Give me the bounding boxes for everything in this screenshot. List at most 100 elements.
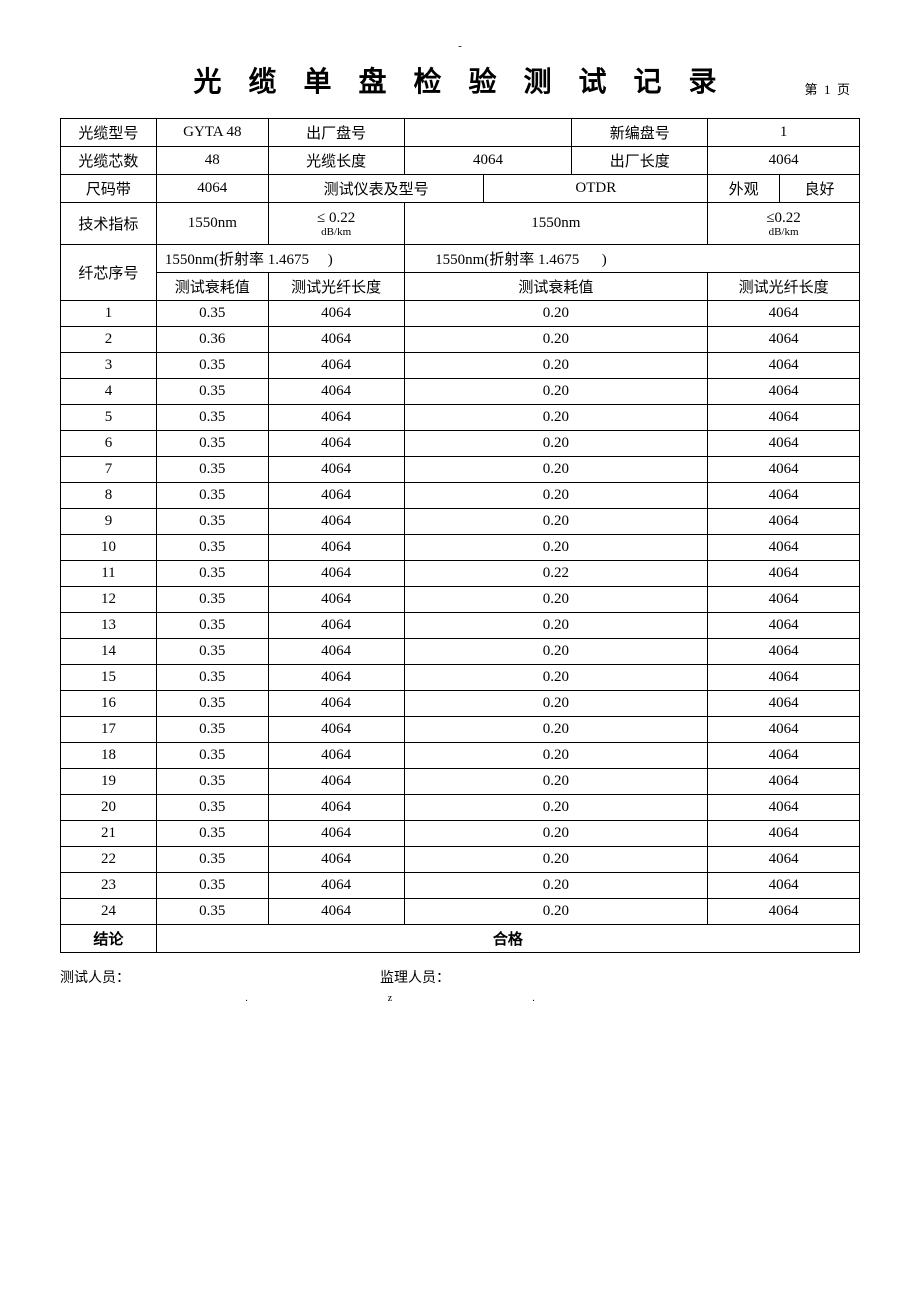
len1: 4064 (268, 379, 404, 405)
len2: 4064 (708, 743, 860, 769)
spec-wl2: 1550nm (404, 203, 708, 245)
att1: 0.35 (156, 457, 268, 483)
len2: 4064 (708, 769, 860, 795)
att1: 0.35 (156, 587, 268, 613)
fiber-seq: 12 (61, 587, 157, 613)
appearance-label: 外观 (708, 175, 780, 203)
instrument-value: OTDR (484, 175, 708, 203)
instrument-label: 测试仪表及型号 (268, 175, 484, 203)
att1: 0.35 (156, 613, 268, 639)
fiber-seq: 22 (61, 847, 157, 873)
subheader-row: 测试衰耗值 测试光纤长度 测试衰耗值 测试光纤长度 (61, 273, 860, 301)
len2: 4064 (708, 535, 860, 561)
len2: 4064 (708, 899, 860, 925)
att2: 0.20 (404, 873, 708, 899)
len2: 4064 (708, 457, 860, 483)
spec-v1: ≤ 0.22 dB/km (268, 203, 404, 245)
spec-label: 技术指标 (61, 203, 157, 245)
att2: 0.20 (404, 353, 708, 379)
att1: 0.35 (156, 379, 268, 405)
table-row: 140.3540640.204064 (61, 639, 860, 665)
spec-wl1: 1550nm (156, 203, 268, 245)
header-row-3: 尺码带 4064 测试仪表及型号 OTDR 外观 良好 (61, 175, 860, 203)
att2: 0.20 (404, 821, 708, 847)
len2: 4064 (708, 405, 860, 431)
table-row: 10.3540640.204064 (61, 301, 860, 327)
table-row: 190.3540640.204064 (61, 769, 860, 795)
tiny-marks: .z. (60, 993, 860, 1004)
len1: 4064 (268, 873, 404, 899)
table-row: 90.3540640.204064 (61, 509, 860, 535)
ref-wl1: 1550nm(折射率 1.4675 ) (156, 245, 404, 273)
att1: 0.35 (156, 691, 268, 717)
att2: 0.20 (404, 795, 708, 821)
ref-wl1-close: ) (328, 252, 333, 268)
len2: 4064 (708, 873, 860, 899)
fiber-seq: 8 (61, 483, 157, 509)
page-no: 1 (824, 82, 831, 97)
ref-wl2-close: ) (602, 252, 607, 268)
att1: 0.36 (156, 327, 268, 353)
fiber-seq: 9 (61, 509, 157, 535)
table-row: 50.3540640.204064 (61, 405, 860, 431)
length-value: 4064 (404, 147, 572, 175)
factory-len-value: 4064 (708, 147, 860, 175)
fiber-seq: 7 (61, 457, 157, 483)
model-label: 光缆型号 (61, 119, 157, 147)
table-row: 20.3640640.204064 (61, 327, 860, 353)
att1: 0.35 (156, 431, 268, 457)
header-row-1: 光缆型号 GYTA 48 出厂盘号 新编盘号 1 (61, 119, 860, 147)
table-row: 180.3540640.204064 (61, 743, 860, 769)
conclusion-value: 合格 (156, 925, 859, 953)
att1: 0.35 (156, 795, 268, 821)
ref-wl1-text: 1550nm(折射率 1.4675 (165, 252, 309, 268)
supervisor-label: 监理人员： (380, 967, 860, 987)
table-row: 70.3540640.204064 (61, 457, 860, 483)
fiber-seq: 5 (61, 405, 157, 431)
table-row: 220.3540640.204064 (61, 847, 860, 873)
att2: 0.20 (404, 379, 708, 405)
len1: 4064 (268, 561, 404, 587)
table-row: 60.3540640.204064 (61, 431, 860, 457)
ruler-label: 尺码带 (61, 175, 157, 203)
len1: 4064 (268, 587, 404, 613)
spec-v1-unit: dB/km (273, 227, 400, 238)
table-row: 30.3540640.204064 (61, 353, 860, 379)
ref-wl2: 1550nm(折射率 1.4675 ) (404, 245, 859, 273)
att2: 0.20 (404, 691, 708, 717)
len2: 4064 (708, 613, 860, 639)
len2: 4064 (708, 639, 860, 665)
att2: 0.20 (404, 301, 708, 327)
fiber-seq: 11 (61, 561, 157, 587)
att2: 0.20 (404, 665, 708, 691)
conclusion-label: 结论 (61, 925, 157, 953)
len1: 4064 (268, 535, 404, 561)
header-row-2: 光缆芯数 48 光缆长度 4064 出厂长度 4064 (61, 147, 860, 175)
att1: 0.35 (156, 873, 268, 899)
table-row: 100.3540640.204064 (61, 535, 860, 561)
fiber-seq: 21 (61, 821, 157, 847)
len1: 4064 (268, 899, 404, 925)
att1: 0.35 (156, 639, 268, 665)
fiber-seq: 13 (61, 613, 157, 639)
len2: 4064 (708, 431, 860, 457)
factory-reel-label: 出厂盘号 (268, 119, 404, 147)
att2: 0.20 (404, 509, 708, 535)
fiber-seq-label: 纤芯序号 (61, 245, 157, 301)
factory-reel-value (404, 119, 572, 147)
fiber-seq: 20 (61, 795, 157, 821)
att1: 0.35 (156, 717, 268, 743)
length-label: 光缆长度 (268, 147, 404, 175)
len2-label: 测试光纤长度 (708, 273, 860, 301)
att2: 0.20 (404, 769, 708, 795)
att1: 0.35 (156, 821, 268, 847)
table-row: 240.3540640.204064 (61, 899, 860, 925)
fiber-seq: 24 (61, 899, 157, 925)
len2: 4064 (708, 561, 860, 587)
len1: 4064 (268, 405, 404, 431)
len1: 4064 (268, 743, 404, 769)
fiber-seq: 4 (61, 379, 157, 405)
len1: 4064 (268, 457, 404, 483)
page-prefix: 第 (804, 82, 817, 97)
footer: 测试人员： 监理人员： (60, 967, 860, 987)
